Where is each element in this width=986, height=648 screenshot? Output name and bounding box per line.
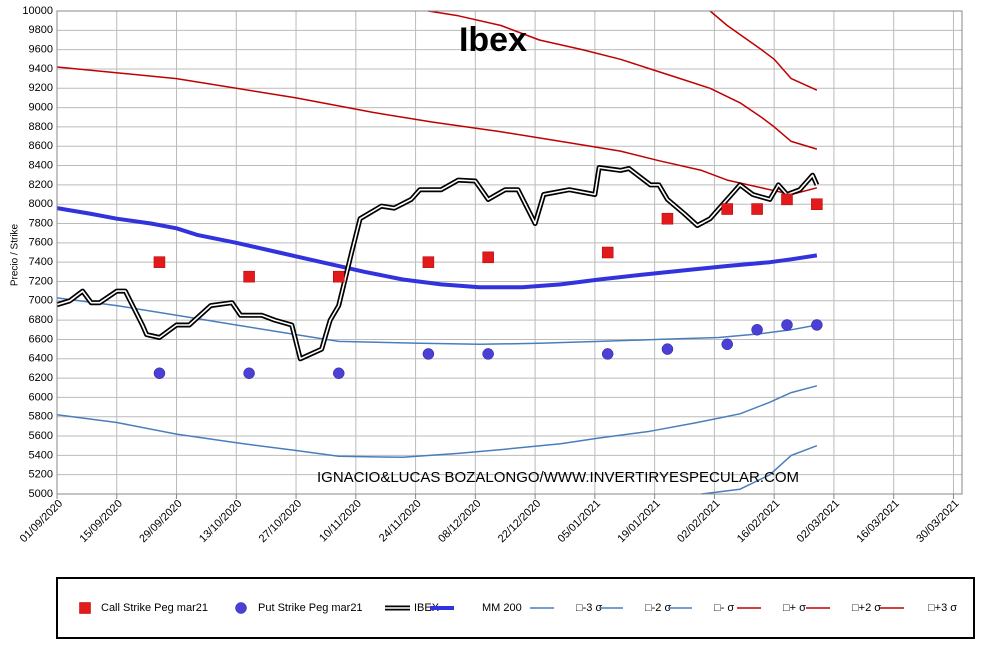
series-line: [709, 10, 818, 91]
put-marker: [332, 367, 345, 379]
put-marker: [601, 348, 614, 360]
plot-frame: [56, 10, 963, 495]
y-tick-label: 9600: [29, 44, 53, 56]
series-line: [56, 385, 818, 459]
chart-title: Ibex: [459, 21, 527, 59]
y-tick-label: 6600: [29, 333, 53, 345]
legend-label: Call Strike Peg mar21: [101, 602, 208, 614]
y-tick-label: 8800: [29, 121, 53, 133]
y-tick-label: 8400: [29, 159, 53, 171]
y-tick-label: 6400: [29, 353, 53, 365]
y-axis-label: Precio / Strike: [10, 223, 21, 286]
y-tick-label: 5800: [29, 411, 53, 423]
legend-label: IBEX: [414, 602, 440, 614]
put-marker: [661, 343, 674, 355]
put-marker: [243, 367, 255, 379]
call-marker: [79, 602, 91, 614]
y-tick-label: 6000: [29, 391, 53, 403]
series-line: [56, 206, 818, 290]
y-tick-label: 10000: [22, 5, 53, 17]
legend-label: Put Strike Peg mar21: [258, 602, 363, 614]
put-marker: [721, 338, 733, 351]
call-marker: [332, 270, 345, 283]
put-marker: [781, 319, 793, 331]
put-marker: [811, 319, 823, 331]
legend-label: □+ σ: [783, 602, 806, 614]
put-marker: [153, 367, 166, 379]
y-tick-label: 8000: [29, 198, 53, 210]
y-tick-label: 9800: [29, 24, 53, 36]
y-tick-label: 7200: [29, 275, 53, 287]
call-marker: [781, 193, 793, 206]
y-tick-label: 9000: [29, 102, 53, 114]
legend-label: □-3 σ: [576, 602, 602, 614]
legend-label: □-2 σ: [645, 602, 671, 614]
call-marker: [811, 198, 823, 210]
y-tick-label: 8600: [29, 140, 53, 152]
put-marker: [422, 348, 435, 360]
y-tick-label: 7800: [29, 217, 53, 229]
y-tick-label: 7000: [29, 295, 53, 307]
legend-label: □- σ: [714, 602, 734, 614]
y-tick-label: 5400: [29, 449, 53, 461]
series-layer: [56, 10, 823, 495]
watermark: IGNACIO&LUCAS BOZALONGO/WWW.INVERTIRYESP…: [317, 469, 799, 486]
series-line: [56, 66, 818, 196]
y-tick-label: 9400: [29, 63, 53, 75]
y-tick-label: 5600: [29, 430, 53, 442]
y-tick-label: 6200: [29, 372, 53, 384]
put-marker: [482, 348, 494, 360]
call-marker: [422, 256, 435, 268]
y-tick-label: 7400: [29, 256, 53, 268]
put-marker: [751, 324, 763, 336]
call-marker: [661, 212, 674, 225]
y-tick-label: 8200: [29, 179, 53, 191]
y-tick-label: 5200: [29, 469, 53, 481]
call-marker: [751, 203, 763, 215]
call-marker: [721, 203, 733, 215]
call-marker: [601, 246, 614, 259]
y-tick-label: 6800: [29, 314, 53, 326]
call-marker: [243, 270, 255, 283]
legend-label: MM 200: [482, 602, 522, 614]
legend-label: □+3 σ: [928, 602, 957, 614]
y-tick-label: 9200: [29, 82, 53, 94]
series-line: [701, 444, 818, 495]
call-marker: [153, 256, 166, 268]
y-tick-label: 7600: [29, 237, 53, 249]
ibex-line-inner: [56, 166, 818, 360]
put-marker: [235, 602, 247, 614]
series-line: [428, 10, 818, 150]
y-tick-label: 5000: [29, 488, 53, 500]
legend: Call Strike Peg mar21 Put Strike Peg mar2…: [79, 602, 957, 614]
call-marker: [482, 251, 494, 264]
legend-label: □+2 σ: [852, 602, 881, 614]
